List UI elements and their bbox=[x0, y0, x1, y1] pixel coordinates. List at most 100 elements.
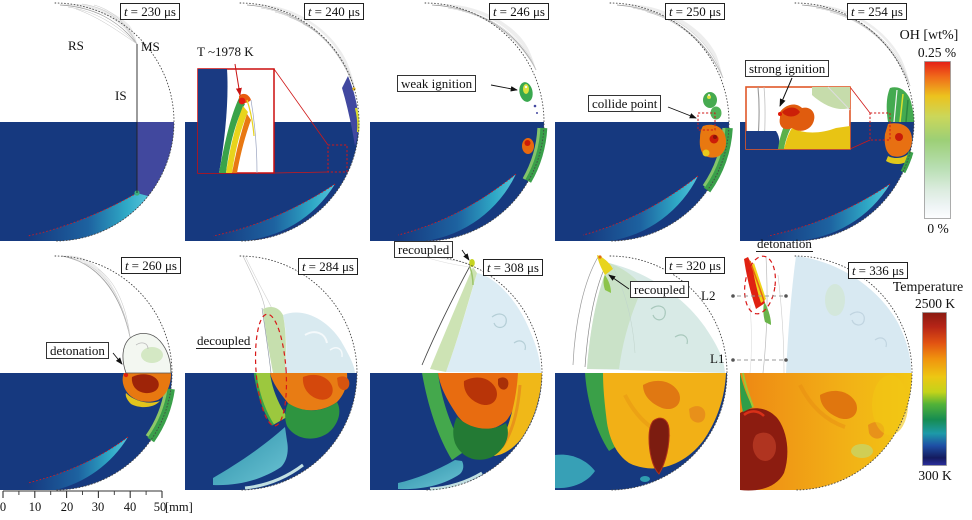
decoupled-ellipse bbox=[254, 313, 288, 427]
oh-colorbar-gradient bbox=[924, 61, 951, 219]
ruler-tick-20: 20 bbox=[60, 500, 74, 514]
temperature-colorbar-gradient bbox=[922, 312, 947, 466]
panel-t320: t = 320 μs recoupled L2 L1 bbox=[555, 245, 740, 491]
annotation-arrow bbox=[461, 249, 470, 261]
temperature-colorbar-max: 2500 K bbox=[914, 296, 956, 311]
time-label: t = 246 μs bbox=[489, 3, 549, 20]
panel-t336-flowfield bbox=[740, 255, 913, 491]
compressed-layer bbox=[28, 193, 148, 241]
time-label: t = 240 μs bbox=[304, 3, 364, 20]
domain-arc bbox=[239, 2, 360, 242]
shocked-region bbox=[342, 76, 359, 146]
domain-arc bbox=[424, 255, 543, 491]
zoom-source-rect bbox=[327, 144, 348, 173]
flame-contour bbox=[767, 183, 891, 237]
time-label: t = 260 μs bbox=[121, 257, 181, 274]
panel-t284-flowfield bbox=[185, 255, 358, 491]
unburned-field bbox=[740, 122, 914, 241]
time-label: t = 308 μs bbox=[483, 259, 543, 276]
annotation-arrow bbox=[779, 77, 793, 107]
temperature-colorbar-title: Temperature bbox=[892, 280, 964, 295]
panel-t230-flowfield bbox=[0, 2, 175, 242]
l2-dot-end bbox=[784, 294, 788, 298]
flame-contour bbox=[212, 183, 336, 237]
panel-t250: t = 250 μs collide point bbox=[555, 0, 740, 245]
label-line-l1: L1 bbox=[710, 351, 725, 366]
detonation-blob bbox=[122, 372, 171, 408]
schlieren-top bbox=[572, 255, 725, 373]
domain-arc bbox=[609, 2, 730, 242]
panel-t308: t = 308 μs recoupled bbox=[370, 241, 555, 491]
temperature-colorbar-min: 300 K bbox=[918, 468, 952, 483]
annotation-recoupled: recoupled bbox=[394, 241, 454, 258]
l1-dot-end bbox=[784, 358, 788, 362]
panel-t254: t = 254 μs strong ignition bbox=[740, 0, 925, 245]
panel-t250-flowfield bbox=[555, 2, 733, 242]
schlieren-fan bbox=[61, 255, 131, 338]
time-label: t = 284 μs bbox=[298, 258, 358, 275]
ruler-tick-40: 40 bbox=[123, 500, 137, 514]
panel-t284: t = 284 μs decoupled bbox=[185, 245, 370, 491]
compressed-layer bbox=[768, 184, 890, 241]
unburned-field bbox=[0, 373, 172, 490]
panel-t246: t = 246 μs weak ignition bbox=[370, 0, 555, 245]
shocked-region bbox=[137, 122, 174, 196]
flame-contour bbox=[397, 173, 517, 236]
ruler-tick-30: 30 bbox=[91, 500, 105, 514]
unburned-field bbox=[555, 122, 729, 241]
oh-colorbar-min: 0 % bbox=[927, 221, 949, 236]
sampling-lines-overlay bbox=[731, 294, 788, 362]
schlieren-top bbox=[242, 255, 355, 374]
ruler-tick-50: 50 bbox=[153, 500, 167, 514]
annotation-temperature: T ~1978 K bbox=[197, 44, 254, 59]
ignition-lobes bbox=[703, 92, 717, 108]
schlieren-fan bbox=[431, 4, 537, 71]
time-label: t = 336 μs bbox=[848, 262, 908, 279]
panel-t336: t = 336 μs detonation bbox=[740, 236, 925, 491]
compressed-layer bbox=[583, 176, 698, 241]
inset-zoom bbox=[745, 77, 891, 150]
l1-dot-start bbox=[731, 358, 735, 362]
temperature-field bbox=[213, 372, 350, 490]
panel-t240: t = 240 μs T ~1978 K bbox=[185, 0, 370, 245]
flame-contour bbox=[27, 436, 129, 484]
schlieren-fan bbox=[246, 4, 356, 91]
time-label: t = 250 μs bbox=[665, 3, 725, 20]
ruler-unit: [mm] bbox=[165, 500, 193, 514]
temperature-field bbox=[740, 372, 912, 491]
panel-t260-flowfield bbox=[0, 255, 175, 491]
ruler-tick-10: 10 bbox=[28, 500, 42, 514]
domain-arc bbox=[239, 255, 358, 491]
time-label: t = 230 μs bbox=[120, 3, 180, 20]
zoom-source-rect bbox=[869, 112, 891, 141]
panel-t308-flowfield bbox=[370, 249, 543, 491]
annotation-strong-ignition: strong ignition bbox=[745, 60, 830, 77]
strong-ignition-region bbox=[886, 87, 914, 123]
label-line-l2: L2 bbox=[701, 288, 716, 303]
panel-t230: t = 230 μs RS MS IS bbox=[0, 0, 185, 245]
panel-t320-flowfield bbox=[555, 255, 728, 491]
time-label: t = 254 μs bbox=[847, 3, 907, 20]
flame-contour bbox=[27, 192, 138, 237]
label-mach-stem: MS bbox=[141, 39, 160, 54]
inset-arrow bbox=[234, 63, 242, 96]
schlieren-fan bbox=[801, 4, 911, 87]
annotation-arrow bbox=[608, 274, 630, 290]
hot-sliver bbox=[354, 107, 360, 133]
domain-arc bbox=[54, 255, 173, 491]
product-bubble bbox=[122, 333, 172, 374]
ruler-tick-0: 0 bbox=[0, 500, 7, 514]
annotation-collide-point: collide point bbox=[588, 95, 662, 112]
domain-arc bbox=[54, 2, 175, 242]
time-label: t = 320 μs bbox=[665, 257, 725, 274]
l2-dot-start bbox=[731, 294, 735, 298]
schlieren-top bbox=[421, 255, 541, 373]
annotation-arrow bbox=[667, 106, 697, 119]
annotation-arrow bbox=[112, 352, 123, 365]
compressed-layer bbox=[28, 437, 128, 490]
temperature-field bbox=[398, 373, 542, 491]
temperature-field bbox=[555, 373, 726, 489]
label-reflected-shock: RS bbox=[68, 38, 84, 53]
domain-arc bbox=[424, 2, 545, 242]
